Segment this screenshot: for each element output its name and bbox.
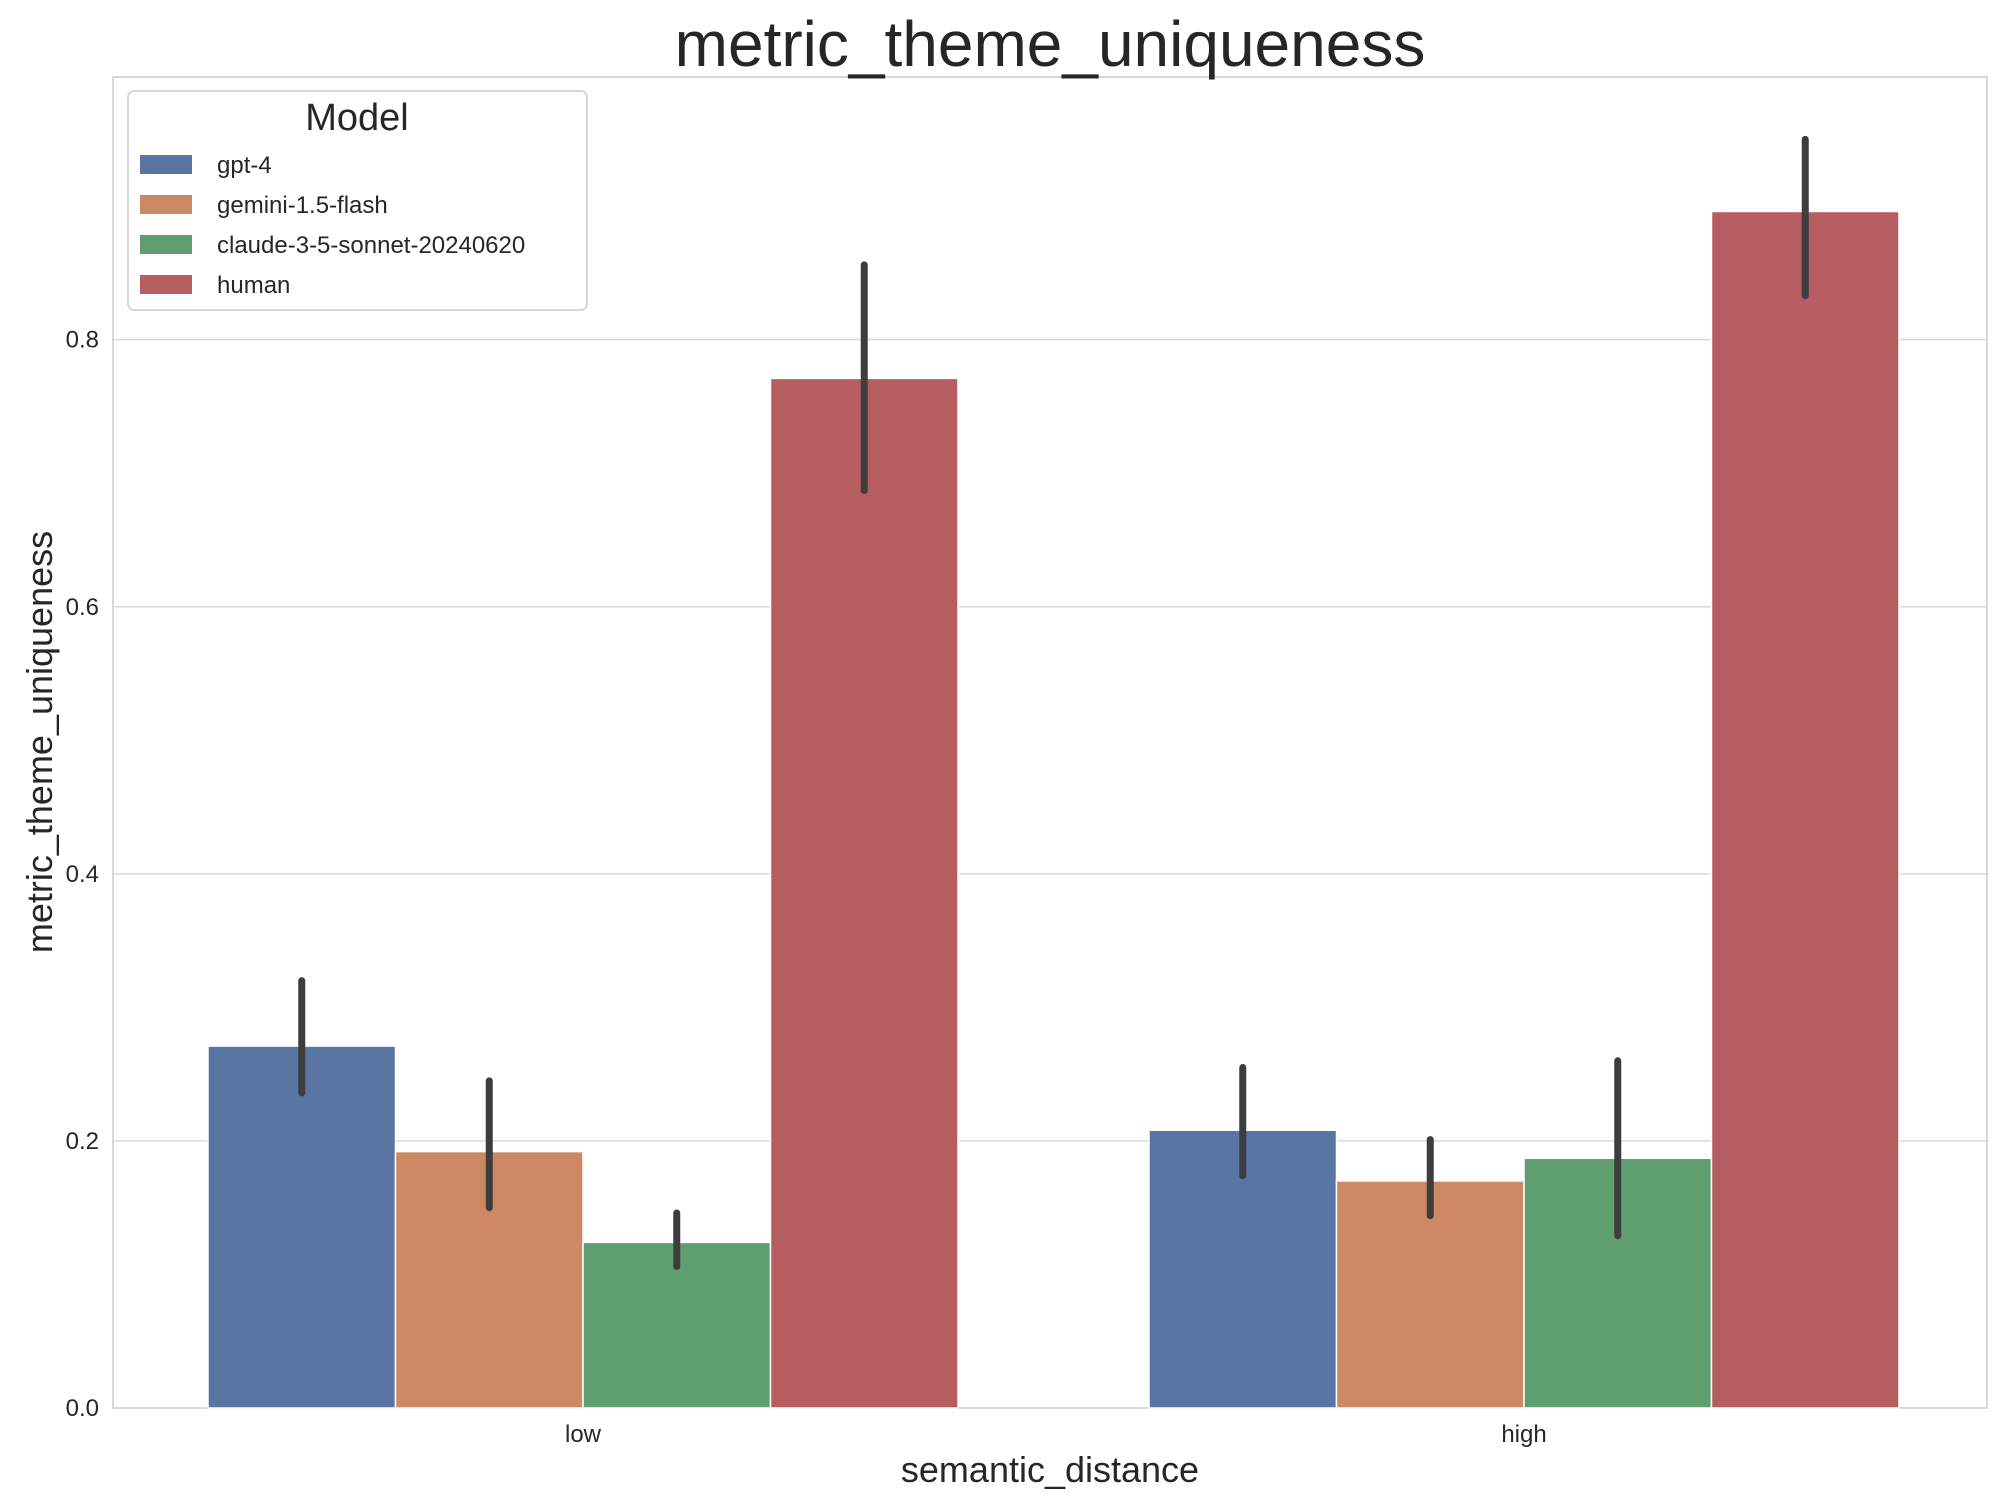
legend-items: gpt-4 gemini-1.5-flash claude-3-5-sonnet-2… — [140, 152, 525, 299]
legend-label: human — [217, 272, 290, 299]
y-axis-ticks: 0.0 0.2 0.4 0.6 0.8 — [66, 327, 99, 1422]
legend-label: gemini-1.5-flash — [217, 192, 388, 219]
bar-human-high — [1710, 210, 1900, 1409]
error-bars — [298, 135, 1809, 1270]
x-tick-label: high — [1501, 1421, 1546, 1448]
legend-frame — [127, 90, 588, 311]
y-tick-label: 0.2 — [66, 1128, 99, 1155]
bar-human-low — [769, 377, 959, 1409]
gridlines — [113, 338, 1987, 1142]
plot-area-frame — [112, 76, 1988, 1409]
y-axis-title: metric_theme_uniqueness — [19, 531, 60, 953]
x-axis-ticks: low high — [565, 1421, 1547, 1448]
legend-swatch-claude-3-5-sonnet-20240620 — [140, 235, 192, 254]
y-tick-label: 0.0 — [66, 1395, 99, 1422]
legend-swatch-gpt-4 — [140, 155, 192, 174]
x-axis-title: semantic_distance — [901, 1449, 1199, 1490]
bar-claude-3-5-sonnet-20240620-low — [582, 1241, 772, 1409]
legend: Model gpt-4 gemini-1.5-flash claude-3-5-so… — [127, 90, 588, 311]
legend-title: Model — [305, 97, 409, 139]
legend-swatch-gemini-1.5-flash — [140, 195, 192, 214]
chart-title: metric_theme_uniqueness — [675, 8, 1426, 80]
y-tick-label: 0.8 — [66, 327, 99, 354]
x-tick-label: low — [565, 1421, 602, 1448]
legend-label: gpt-4 — [217, 152, 272, 179]
legend-swatch-human — [140, 275, 192, 294]
y-tick-label: 0.6 — [66, 594, 99, 621]
bar-gpt-4-low — [207, 1045, 397, 1409]
y-tick-label: 0.4 — [66, 861, 99, 888]
legend-label: claude-3-5-sonnet-20240620 — [217, 232, 525, 259]
